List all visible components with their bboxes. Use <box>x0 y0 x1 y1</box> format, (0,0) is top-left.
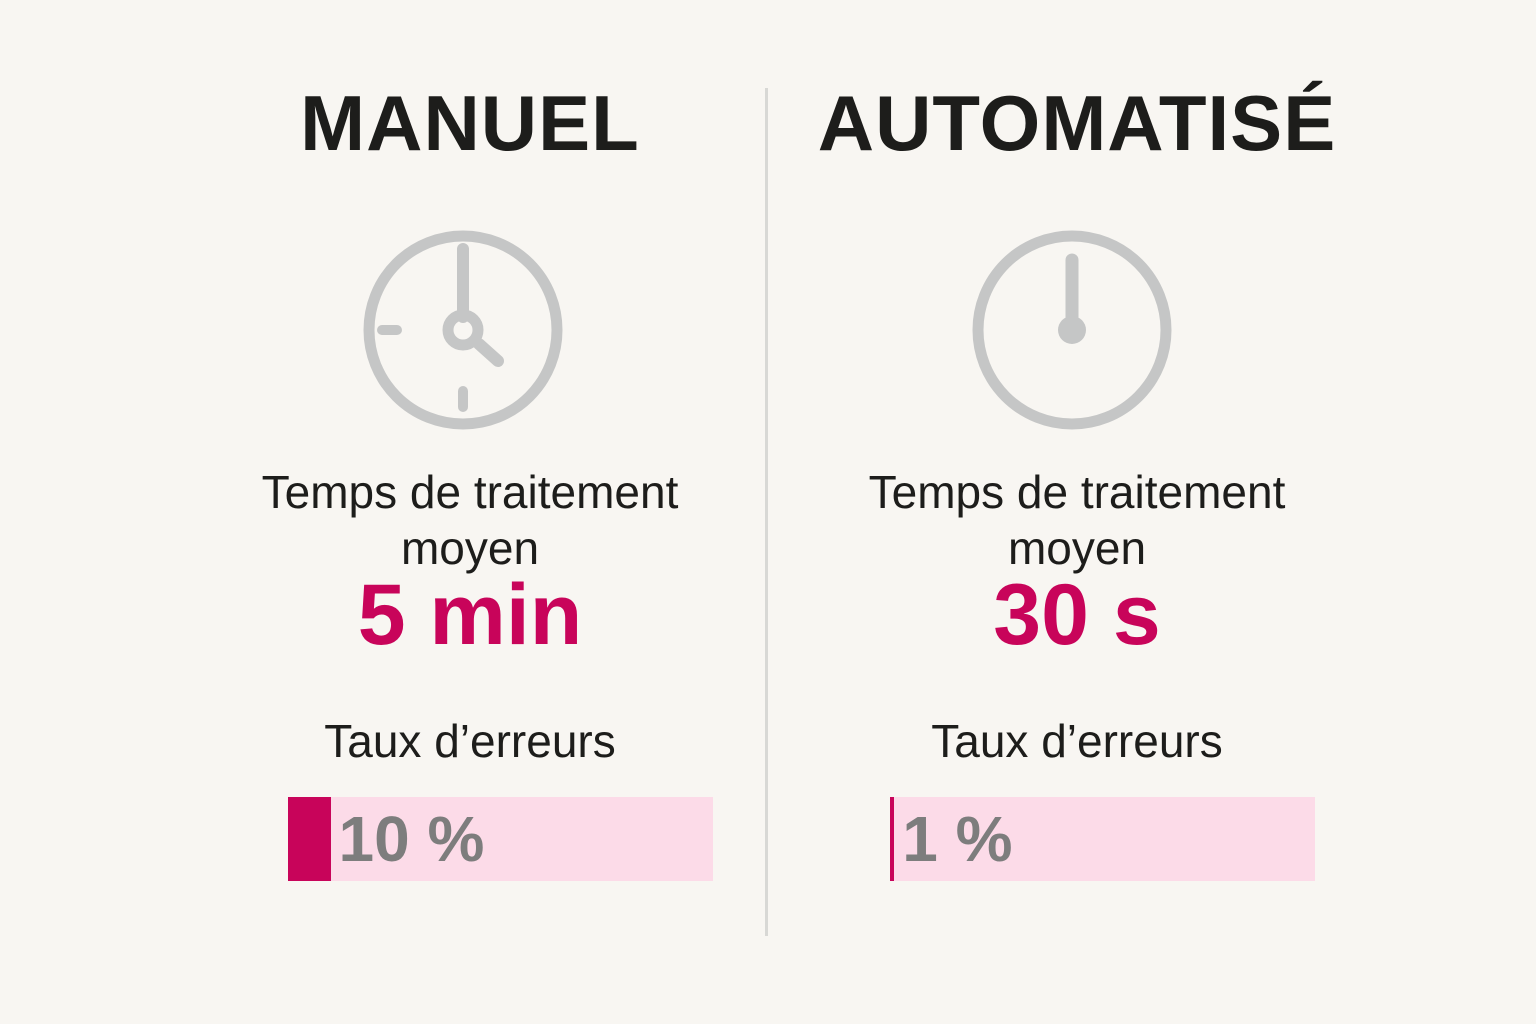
processing-time-value: 5 min <box>357 567 583 663</box>
error-rate-value: 10 % <box>338 803 485 875</box>
clock-icon <box>363 230 563 430</box>
error-rate-bar: 1 % <box>890 797 1315 881</box>
column-title: MANUEL <box>300 79 640 167</box>
processing-time-label: Temps de traitement moyen <box>261 466 679 574</box>
processing-time-value: 30 s <box>993 567 1161 663</box>
error-rate-label: Taux d’erreurs <box>324 715 616 767</box>
timer-icon <box>972 230 1172 430</box>
error-rate-label: Taux d’erreurs <box>931 715 1223 767</box>
error-rate-value: 1 % <box>902 803 1013 875</box>
processing-time-label: Temps de traitement moyen <box>868 466 1286 574</box>
error-rate-bar: 10 % <box>288 797 713 881</box>
error-rate-fill <box>890 797 895 881</box>
column-manual: MANUEL Temps de traitement moyen 5 min T… <box>155 0 785 1024</box>
error-rate-fill <box>288 797 331 881</box>
column-automated: AUTOMATISÉ Temps de traitement moyen 30 … <box>762 0 1392 1024</box>
column-divider <box>765 88 768 936</box>
column-title: AUTOMATISÉ <box>817 79 1337 167</box>
